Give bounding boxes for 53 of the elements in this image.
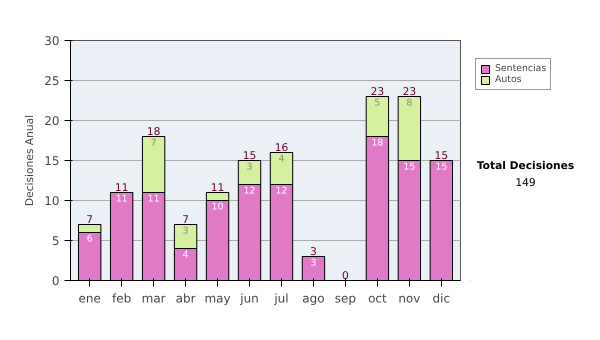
- total-label: 16: [274, 140, 288, 154]
- y-tick-label: 0: [52, 274, 60, 288]
- y-tick-label: 25: [44, 74, 60, 88]
- x-tick-label: ago: [302, 292, 325, 306]
- x-tick-label: jun: [239, 292, 259, 306]
- x-tick-label: nov: [398, 292, 420, 306]
- legend-label: Sentencias: [495, 63, 546, 74]
- y-tick-label: 20: [44, 114, 60, 128]
- total-label: 23: [370, 84, 384, 98]
- x-tick-label: may: [204, 292, 231, 306]
- data-label: 3: [182, 226, 189, 236]
- y-tick-label: 10: [44, 194, 60, 208]
- total-label: 3: [310, 244, 317, 258]
- y-tick-label: 30: [44, 34, 60, 48]
- data-label: 12: [244, 186, 256, 196]
- x-tick-label: dic: [432, 292, 450, 306]
- x-tick-label: mar: [142, 292, 166, 306]
- x-tick-label: oct: [368, 292, 387, 306]
- x-tick-label: abr: [176, 292, 196, 306]
- data-label: 7: [150, 138, 157, 148]
- data-label: 3: [246, 162, 253, 172]
- data-label: 5: [374, 98, 380, 108]
- total-label: 7: [182, 212, 189, 226]
- total-label: 7: [86, 212, 94, 226]
- total-label: 11: [210, 180, 224, 194]
- total-label: 11: [114, 180, 128, 194]
- data-label: 4: [278, 154, 285, 164]
- total-label: 23: [402, 84, 416, 98]
- x-tick-label: sep: [334, 292, 356, 306]
- y-tick-label: 15: [44, 154, 60, 168]
- data-label: 18: [371, 138, 384, 148]
- text: 149: [515, 176, 536, 190]
- data-label: 11: [116, 194, 128, 204]
- total-label: 15: [434, 148, 448, 162]
- data-label: 11: [148, 194, 160, 204]
- total-label: 18: [146, 124, 161, 138]
- total-label: 15: [242, 148, 256, 162]
- total-label: 0: [342, 268, 350, 282]
- data-label: 3: [310, 258, 316, 268]
- data-label: 15: [403, 162, 416, 172]
- x-tick-label: feb: [112, 292, 132, 306]
- legend-label: Autos: [495, 74, 522, 85]
- text: Total Decisiones: [476, 158, 574, 172]
- data-label: 4: [182, 250, 189, 260]
- data-label: 12: [276, 186, 288, 196]
- x-tick-label: ene: [78, 292, 101, 306]
- data-label: 8: [406, 98, 412, 108]
- y-axis-title: Decisiones Anual: [23, 114, 36, 206]
- data-label: 10: [212, 202, 224, 212]
- x-tick-label: jul: [273, 292, 289, 306]
- y-tick-label: 5: [52, 234, 60, 248]
- data-label: 6: [86, 234, 93, 244]
- data-label: 15: [435, 162, 448, 172]
